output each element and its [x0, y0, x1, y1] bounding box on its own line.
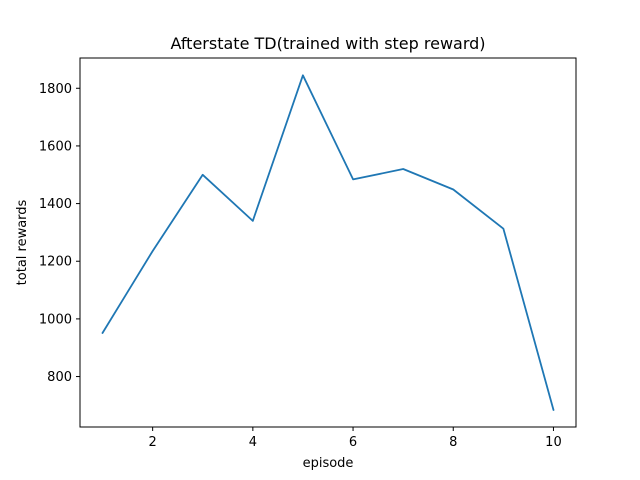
axis-ticks: 2 4 6 8 10 800 1000 1200 1400 1600 1800: [39, 82, 562, 450]
y-tick-label: 1800: [39, 82, 72, 97]
y-tick-label: 1000: [39, 312, 72, 327]
x-tick-label: 4: [249, 435, 257, 450]
y-tick-label: 1200: [39, 255, 72, 270]
plot-frame: [79, 57, 577, 428]
y-tick-label: 1400: [39, 197, 72, 212]
series-line: [101, 74, 555, 411]
plot-area: [80, 58, 576, 427]
series-layer: [101, 74, 555, 411]
y-axis-title: total rewards: [15, 199, 30, 285]
x-tick-label: 10: [545, 435, 562, 450]
chart-title: Afterstate TD(trained with step reward): [170, 34, 485, 53]
x-tick-label: 6: [349, 435, 357, 450]
x-tick-label: 8: [449, 435, 457, 450]
y-tick-label: 1600: [39, 139, 72, 154]
y-tick-label: 800: [47, 370, 72, 385]
x-tick-label: 2: [149, 435, 157, 450]
x-axis-title: episode: [303, 456, 354, 471]
